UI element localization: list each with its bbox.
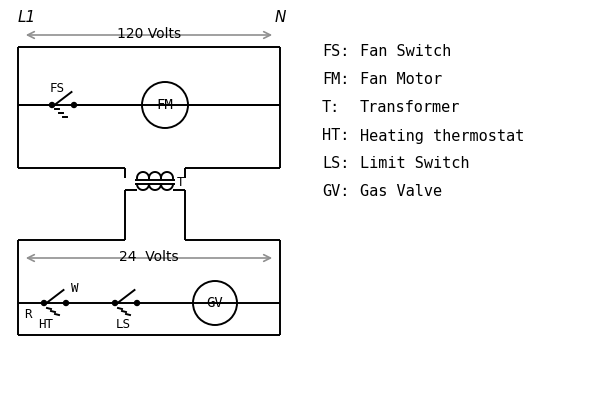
Text: GV: GV [206, 296, 224, 310]
Text: 24  Volts: 24 Volts [119, 250, 179, 264]
Text: HT:: HT: [322, 128, 349, 144]
Text: FS:: FS: [322, 44, 349, 60]
Text: GV:: GV: [322, 184, 349, 200]
Text: 120 Volts: 120 Volts [117, 27, 181, 41]
Text: Limit Switch: Limit Switch [360, 156, 470, 172]
Text: N: N [274, 10, 286, 24]
Text: Fan Switch: Fan Switch [360, 44, 451, 60]
Circle shape [71, 102, 77, 108]
Text: L1: L1 [18, 10, 36, 24]
Text: Transformer: Transformer [360, 100, 460, 116]
Text: FM: FM [156, 98, 173, 112]
Text: HT: HT [38, 318, 54, 332]
Circle shape [135, 300, 139, 306]
Text: W: W [71, 282, 78, 296]
Circle shape [113, 300, 117, 306]
Text: FS: FS [50, 82, 65, 96]
Text: T: T [177, 176, 185, 190]
Text: LS:: LS: [322, 156, 349, 172]
Text: Heating thermostat: Heating thermostat [360, 128, 525, 144]
Circle shape [50, 102, 54, 108]
Text: Fan Motor: Fan Motor [360, 72, 442, 88]
Circle shape [64, 300, 68, 306]
Text: T:: T: [322, 100, 340, 116]
Text: R: R [24, 308, 32, 322]
Circle shape [41, 300, 47, 306]
Text: FM:: FM: [322, 72, 349, 88]
Text: LS: LS [116, 318, 130, 332]
Text: Gas Valve: Gas Valve [360, 184, 442, 200]
